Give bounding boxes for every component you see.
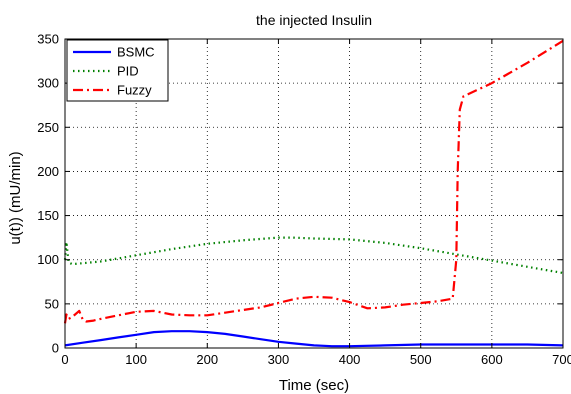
- y-tick-label: 50: [45, 296, 59, 311]
- series-line-fuzzy: [63, 39, 564, 324]
- axes-box: [64, 38, 564, 349]
- y-tick-label: 350: [37, 32, 59, 47]
- x-tick-label: 400: [339, 352, 361, 367]
- legend-label-fuzzy: Fuzzy: [117, 83, 152, 98]
- x-tick-label: 0: [61, 352, 68, 367]
- legend-label-bsmc: BSMC: [117, 45, 155, 60]
- x-tick-label: 100: [125, 352, 147, 367]
- x-tick-label: 600: [481, 352, 503, 367]
- x-axis-label: Time (sec): [279, 377, 349, 394]
- legend-label-pid: PID: [117, 64, 139, 79]
- ticks: 0 100 200 300 400 500 600 700 0 50 100 150 200 250 300…: [37, 32, 571, 368]
- y-axis-label: u(t)) (mU/min): [7, 151, 24, 244]
- y-tick-label: 200: [37, 164, 59, 179]
- chart-title: the injected Insulin: [256, 12, 372, 28]
- legend: BSMC PID Fuzzy: [66, 39, 169, 102]
- x-tick-label: 700: [552, 352, 571, 367]
- y-tick-label: 150: [37, 208, 59, 223]
- x-tick-label: 300: [268, 352, 290, 367]
- series-layer: [63, 39, 564, 348]
- y-tick-label: 0: [52, 341, 59, 356]
- y-tick-label: 100: [37, 252, 59, 267]
- y-tick-label: 250: [37, 120, 59, 135]
- x-tick-label: 200: [196, 352, 218, 367]
- x-tick-label: 500: [410, 352, 432, 367]
- axes: [64, 38, 564, 349]
- series-line-bsmc: [64, 330, 564, 348]
- y-tick-label: 300: [37, 76, 59, 91]
